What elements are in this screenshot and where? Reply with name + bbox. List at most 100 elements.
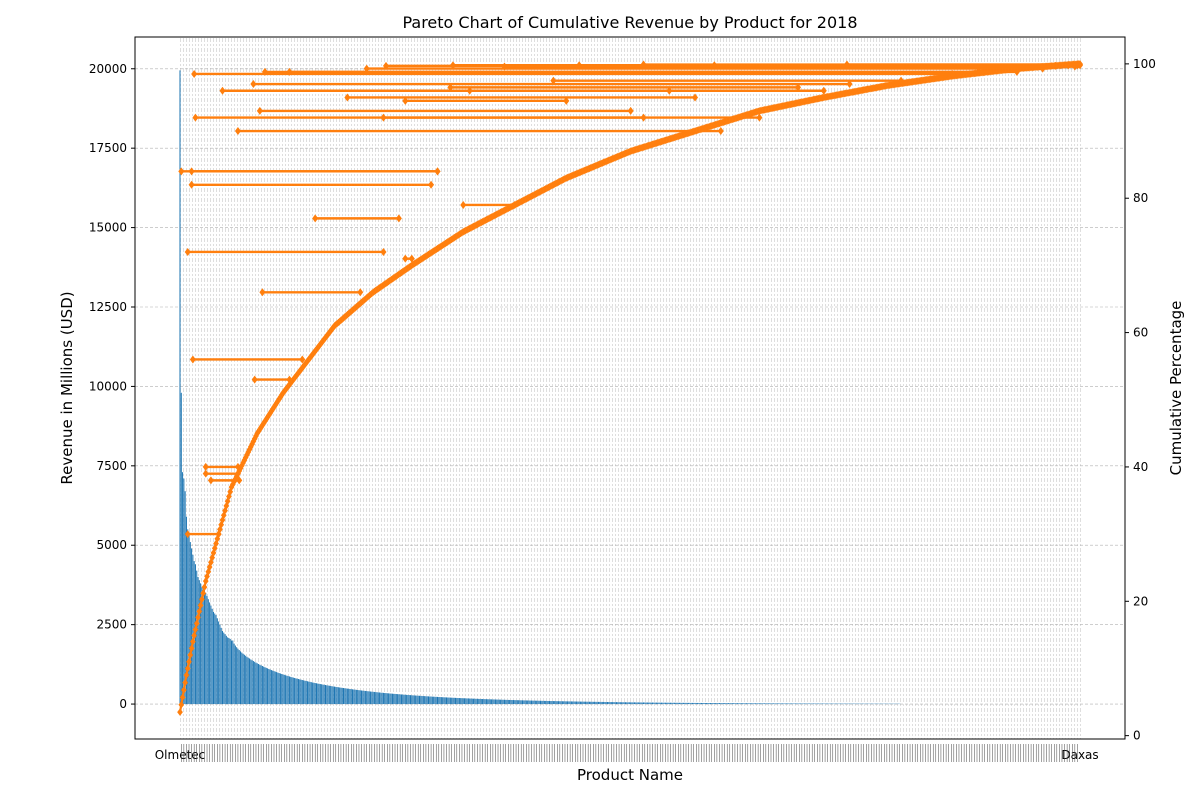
revenue-bar [621, 702, 622, 704]
revenue-bar [240, 651, 241, 704]
revenue-bar [237, 649, 238, 704]
revenue-bar [338, 687, 339, 704]
revenue-bar [460, 698, 461, 704]
revenue-bar [273, 671, 274, 704]
revenue-bar [807, 704, 808, 705]
revenue-bar [416, 696, 417, 704]
revenue-bar [692, 703, 693, 704]
right-y-tick-label: 60 [1133, 326, 1148, 340]
revenue-bar [728, 703, 729, 704]
revenue-bar [561, 701, 562, 704]
revenue-bar [601, 702, 602, 704]
revenue-bar [720, 703, 721, 704]
revenue-bar [183, 479, 184, 705]
revenue-bar [280, 674, 281, 705]
revenue-bar [356, 690, 357, 704]
revenue-bar [365, 691, 366, 704]
revenue-bar [447, 697, 448, 704]
revenue-bar [704, 703, 705, 704]
revenue-bar [552, 701, 553, 704]
revenue-bar [375, 692, 376, 704]
revenue-bar [317, 684, 318, 705]
revenue-bar [683, 703, 684, 704]
revenue-bar [205, 593, 206, 704]
revenue-bar [369, 691, 370, 704]
revenue-bar [335, 687, 336, 704]
revenue-bar [507, 700, 508, 704]
revenue-bar [293, 678, 294, 704]
revenue-bar [419, 696, 420, 704]
revenue-bar [705, 703, 706, 704]
revenue-bar [312, 682, 313, 704]
revenue-bar [422, 696, 423, 704]
left-y-tick-label: 5000 [96, 538, 127, 552]
revenue-bar [190, 542, 191, 704]
revenue-bar [778, 703, 779, 704]
revenue-bar [227, 637, 228, 704]
x-axis-label: Product Name [577, 766, 683, 784]
revenue-bar [719, 703, 720, 704]
revenue-bar [644, 702, 645, 704]
revenue-bar [270, 670, 271, 705]
revenue-bar [320, 684, 321, 704]
revenue-bar [454, 698, 455, 704]
revenue-bar [767, 703, 768, 704]
revenue-bar [481, 699, 482, 704]
revenue-bar [667, 703, 668, 704]
left-y-tick-label: 20000 [89, 62, 127, 76]
revenue-bar [384, 693, 385, 704]
revenue-bar [696, 703, 697, 704]
revenue-bar [790, 703, 791, 704]
revenue-bar [334, 687, 335, 704]
revenue-bar [443, 697, 444, 704]
revenue-bar [188, 536, 189, 704]
revenue-bar [707, 703, 708, 704]
revenue-bar [613, 702, 614, 704]
revenue-bar [339, 687, 340, 704]
revenue-bar [543, 701, 544, 704]
revenue-bar [662, 703, 663, 704]
revenue-bar [470, 699, 471, 704]
revenue-bar [661, 703, 662, 704]
revenue-bar [711, 703, 712, 704]
revenue-bar [358, 690, 359, 704]
revenue-bar [418, 696, 419, 704]
revenue-bar [648, 703, 649, 705]
revenue-bar [637, 702, 638, 704]
revenue-bar [429, 696, 430, 704]
revenue-bar [410, 695, 411, 704]
revenue-bar [304, 681, 305, 704]
revenue-bar [236, 647, 237, 704]
revenue-bar [357, 690, 358, 704]
revenue-bar [647, 703, 648, 705]
revenue-bar [501, 700, 502, 704]
revenue-bar [666, 703, 667, 704]
revenue-bar [598, 702, 599, 704]
revenue-bar [476, 699, 477, 704]
revenue-bar [800, 703, 801, 704]
revenue-bar [329, 686, 330, 704]
revenue-bar [389, 693, 390, 704]
revenue-bar [433, 697, 434, 704]
revenue-bar [347, 689, 348, 704]
revenue-bar [420, 696, 421, 704]
revenue-bar [228, 638, 229, 704]
revenue-bar [328, 686, 329, 705]
revenue-bar [513, 700, 514, 704]
revenue-bar [535, 701, 536, 704]
revenue-bar [361, 690, 362, 704]
revenue-bar [751, 703, 752, 704]
revenue-bar [788, 703, 789, 704]
revenue-bar [768, 703, 769, 704]
revenue-bar [263, 667, 264, 704]
revenue-bar [442, 697, 443, 704]
revenue-bar [593, 702, 594, 704]
revenue-bar [818, 704, 819, 705]
revenue-bar [592, 702, 593, 704]
revenue-bar [488, 699, 489, 704]
revenue-bar [414, 695, 415, 704]
revenue-bar [391, 694, 392, 704]
revenue-bar [467, 698, 468, 704]
revenue-bar [315, 683, 316, 704]
